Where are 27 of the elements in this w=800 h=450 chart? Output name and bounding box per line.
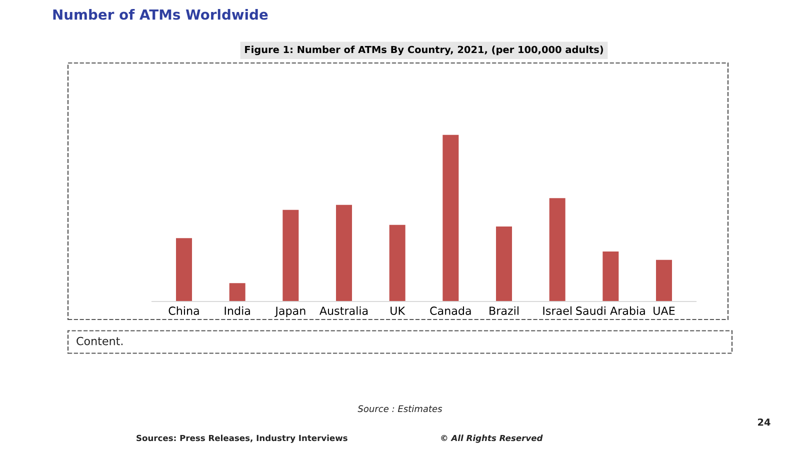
text: 24 [758,418,770,426]
x-tick-label: Canada [430,306,471,315]
text: © All Rights Reserved [441,434,543,443]
bar [229,283,246,302]
bar [389,224,406,302]
x-tick-label: Australia [320,306,368,315]
chart-subtitle: Figure 1: Number of ATMs By Country, 2021, (per 100,000 adults) [245,46,603,56]
x-tick-label: Japan [274,306,306,318]
bar [496,226,512,302]
bar [442,134,459,302]
source-note: Sources: Press Releases, Industry Interviews [136,434,348,443]
bar [656,260,672,302]
chart-title: Number of ATMs Worldwide [53,9,268,20]
x-tick-label: Israel [543,306,572,315]
x-tick-label: India [224,306,250,315]
source-note: Source : Estimates [358,405,442,412]
x-tick-label: UK [390,306,406,315]
x-tick-label: Saudi Arabia [576,306,645,315]
x-tick-label: Brazil [490,306,518,315]
x-tick-label: UAE [654,306,675,315]
bar [282,210,299,302]
bar [336,204,352,302]
text: Content. [76,336,123,346]
bar [549,198,566,302]
bar [176,238,192,302]
bar [602,252,619,302]
x-tick-label: China [168,306,199,315]
